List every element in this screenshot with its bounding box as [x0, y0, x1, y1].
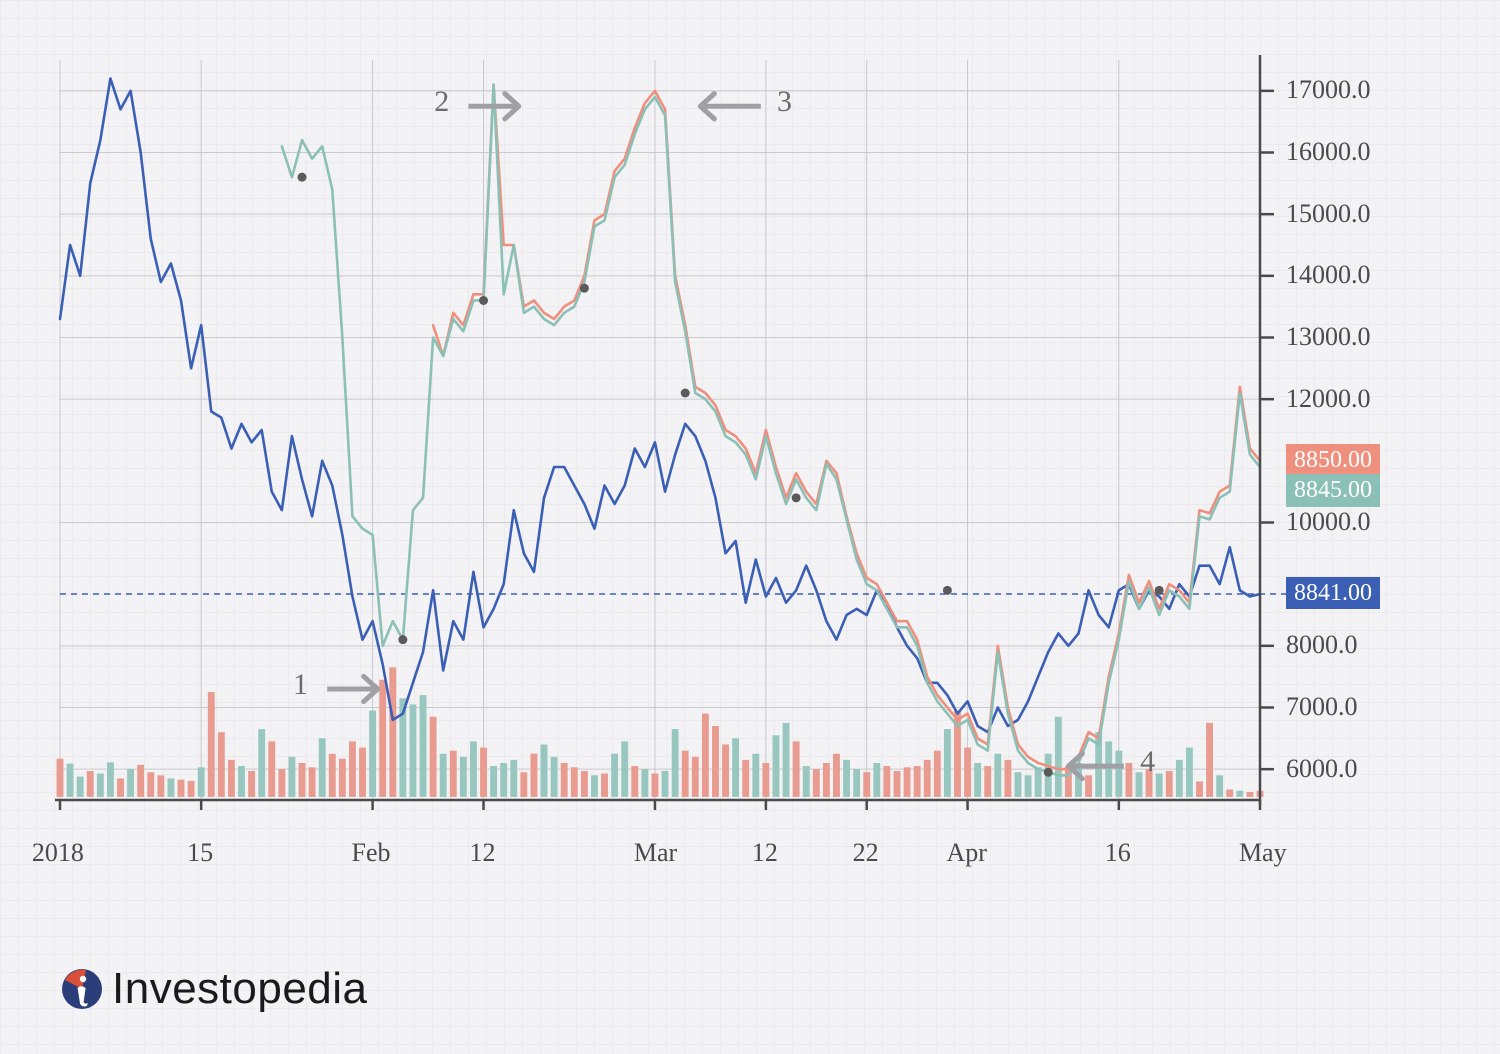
y-axis-tick-label: 15000.0	[1286, 199, 1371, 229]
price-tag: 8850.00	[1286, 444, 1380, 477]
y-axis-tick-label: 16000.0	[1286, 137, 1371, 167]
x-axis-tick-label: 16	[1105, 838, 1131, 868]
x-axis-tick-label: Apr	[947, 838, 987, 868]
y-axis-tick-label: 14000.0	[1286, 260, 1371, 290]
y-axis-tick-label: 12000.0	[1286, 384, 1371, 414]
brand-logo: Investopedia	[62, 964, 368, 1014]
x-axis-tick-label: 2018	[32, 838, 84, 868]
price-tag: 8841.00	[1286, 577, 1380, 610]
x-axis-tick-label: 12	[752, 838, 778, 868]
x-axis-tick-label: 12	[469, 838, 495, 868]
x-axis-tick-label: May	[1239, 838, 1287, 868]
annotation-label: 2	[434, 85, 449, 119]
annotation-label: 4	[1140, 745, 1155, 779]
x-axis-tick-label: 15	[187, 838, 213, 868]
x-axis-tick-label: Feb	[352, 838, 391, 868]
chart-stage: 6000.0 7000.0 8000.0 10000.0 12000.0 13000.0 1…	[0, 0, 1500, 1054]
brand-logo-icon	[62, 969, 102, 1009]
price-tag: 8845.00	[1286, 474, 1380, 507]
x-axis-tick-label: Mar	[634, 838, 677, 868]
x-axis-tick-label: 22	[853, 838, 879, 868]
y-axis-tick-label: 6000.0	[1286, 754, 1358, 784]
annotation-label: 3	[777, 85, 792, 119]
y-axis-tick-label: 17000.0	[1286, 75, 1371, 105]
y-axis-tick-label: 8000.0	[1286, 630, 1358, 660]
brand-logo-text: Investopedia	[112, 964, 368, 1014]
chart-html-layer: 6000.0 7000.0 8000.0 10000.0 12000.0 13000.0 1…	[0, 0, 1500, 1054]
y-axis-tick-label: 13000.0	[1286, 322, 1371, 352]
annotation-label: 1	[293, 668, 308, 702]
y-axis-tick-label: 10000.0	[1286, 507, 1371, 537]
y-axis-tick-label: 7000.0	[1286, 692, 1358, 722]
